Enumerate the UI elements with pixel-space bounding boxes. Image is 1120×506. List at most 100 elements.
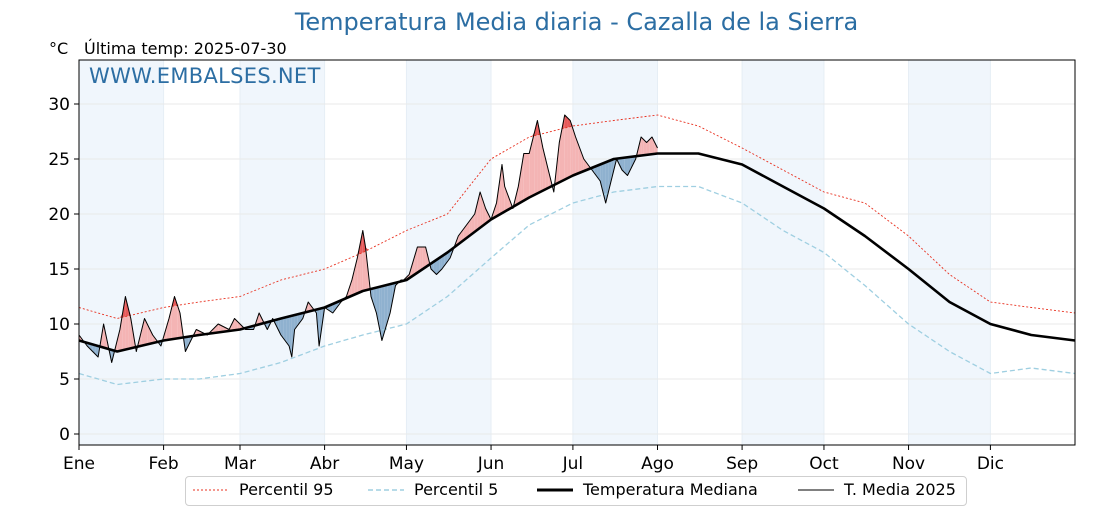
fill-below-median: [630, 156, 633, 170]
fill-below-median: [332, 302, 336, 313]
fill-above-median: [501, 164, 505, 214]
fill-above-median: [425, 247, 429, 268]
series-line-dashed: [78, 185, 1076, 386]
fill-above-median: [561, 115, 565, 181]
legend-swatch-2025: [798, 489, 834, 490]
fill-above-median: [499, 164, 502, 215]
legend-label-p95: Percentil 95: [239, 480, 334, 499]
y-unit-label: °C: [49, 39, 69, 58]
fill-above-median: [212, 326, 216, 334]
legend-label-2025: T. Media 2025: [844, 480, 956, 499]
y-tick-label: 0: [59, 425, 70, 445]
y-tick-label: 5: [59, 370, 70, 390]
fill-below-median: [370, 288, 374, 305]
month-bands: [79, 60, 991, 445]
fill-below-median: [289, 315, 292, 357]
x-tick-label: Feb: [149, 454, 179, 474]
fill-below-median: [605, 161, 609, 203]
fill-above-median: [523, 153, 527, 201]
legend-item-p5: Percentil 5: [368, 480, 498, 499]
fill-below-median: [597, 164, 601, 181]
x-tick-label: Jun: [477, 454, 505, 474]
month-band: [79, 60, 164, 445]
fill-below-median: [379, 286, 382, 341]
series-line-dotted: [78, 114, 1076, 319]
fill-below-median: [286, 316, 290, 346]
fill-above-median: [575, 137, 579, 175]
fill-below-median: [439, 256, 442, 272]
temperature-chart: 0 5 10 15 20 25 30 Ene Feb Mar Abr May Jun Jul Ago Sep…: [48, 59, 1076, 474]
fill-above-median: [417, 247, 421, 273]
fill-above-median: [570, 120, 573, 177]
y-tick-label: 10: [48, 315, 70, 335]
fill-above-median: [103, 324, 107, 349]
fill-above-median: [411, 256, 415, 277]
fill-below-median: [600, 163, 603, 192]
fill-below-median: [624, 157, 628, 176]
legend-item-p95: Percentil 95: [193, 480, 334, 499]
fill-above-median: [507, 193, 511, 211]
fill-above-median: [259, 313, 262, 325]
fill-above-median: [349, 280, 352, 297]
fill-above-median: [471, 214, 475, 234]
fill-below-median: [611, 159, 614, 181]
fill-above-median: [518, 170, 522, 204]
fill-above-median: [526, 153, 530, 200]
fill-above-median: [351, 269, 355, 296]
fill-above-median: [463, 225, 467, 241]
fill-below-median: [436, 258, 440, 275]
fill-above-median: [169, 307, 172, 340]
watermark: WWW.EMBALSES.NET: [89, 64, 321, 88]
fill-above-median: [534, 120, 538, 195]
fill-above-p95: [125, 296, 129, 317]
fill-above-median: [234, 318, 238, 331]
fill-above-median: [166, 318, 170, 341]
fill-above-median: [567, 117, 571, 179]
month-band: [572, 60, 658, 445]
fill-above-median: [641, 137, 644, 156]
fill-below-median: [376, 286, 380, 327]
fill-below-median: [294, 314, 298, 330]
fill-above-median: [220, 325, 224, 333]
fill-below-median: [185, 336, 189, 352]
x-tick-label: Sep: [726, 454, 758, 474]
x-tick-label: May: [389, 454, 424, 474]
fill-above-p95: [564, 115, 568, 129]
fill-below-median: [89, 343, 93, 352]
y-axis: 0 5 10 15 20 25 30: [48, 95, 79, 445]
fill-below-median: [384, 284, 388, 332]
fill-below-median: [95, 345, 99, 357]
fill-below-median: [381, 285, 385, 341]
fill-below-median: [283, 317, 287, 343]
fill-above-median: [559, 128, 562, 183]
fill-below-median: [433, 259, 437, 275]
fill-above-median: [117, 329, 120, 352]
fill-above-median: [581, 151, 584, 173]
fill-below-median: [387, 284, 391, 323]
fill-above-median: [545, 159, 549, 190]
fill-above-median: [119, 313, 123, 351]
fill-above-median: [420, 247, 423, 271]
fill-above-median: [466, 221, 470, 239]
series-line-solid-thin: [78, 114, 658, 363]
fill-below-median: [300, 313, 303, 323]
legend-label-p5: Percentil 5: [414, 480, 499, 499]
fill-above-median: [578, 144, 582, 174]
fill-above-median: [177, 304, 180, 339]
fill-above-median: [152, 335, 156, 344]
fill-above-median: [171, 296, 175, 340]
month-band: [742, 60, 824, 445]
legend-swatch-p5: [368, 488, 404, 491]
last-temp-label: Última temp: 2025-07-30: [84, 39, 287, 58]
x-axis: Ene Feb Mar Abr May Jun Jul Ago Sep Oct Nov Dic: [63, 445, 1004, 474]
fill-above-median: [308, 302, 311, 312]
legend-item-median: Temperatura Mediana: [537, 480, 758, 499]
y-tick-label: 30: [48, 95, 70, 115]
y-tick-label: 15: [48, 260, 70, 280]
x-tick-label: Abr: [310, 454, 339, 474]
x-tick-label: Nov: [892, 454, 925, 474]
y-tick-label: 25: [48, 150, 70, 170]
chart-title: Temperatura Media diaria - Cazalla de la…: [294, 8, 859, 36]
legend-swatch-median: [537, 488, 573, 491]
x-tick-label: Ene: [63, 454, 95, 474]
